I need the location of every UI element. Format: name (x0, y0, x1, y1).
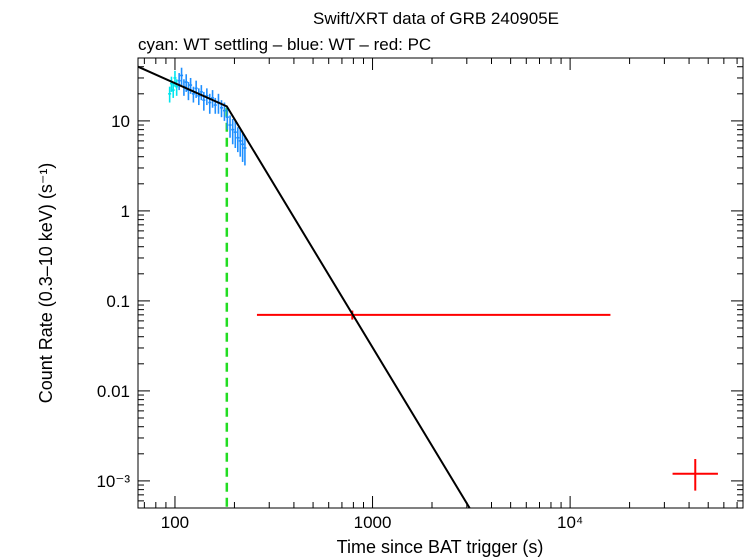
y-tick-label: 10⁻³ (96, 472, 130, 491)
y-tick-label: 0.01 (97, 382, 130, 401)
plot-frame (137, 57, 744, 509)
y-tick-label: 10 (111, 112, 130, 131)
x-tick-label: 100 (161, 513, 189, 532)
y-tick-label: 1 (121, 202, 130, 221)
axis-ticks (138, 57, 743, 509)
chart-subtitle: cyan: WT settling – blue: WT – red: PC (138, 35, 431, 54)
chart-title: Swift/XRT data of GRB 240905E (313, 9, 559, 28)
x-axis-label: Time since BAT trigger (s) (337, 537, 544, 557)
tick-labels: 100 1000 10⁴ 10⁻³ 0.01 0.1 1 10 (96, 112, 583, 532)
x-tick-label: 10⁴ (557, 513, 583, 532)
model-curve (137, 65, 471, 509)
y-tick-label: 0.1 (106, 292, 130, 311)
y-axis-label: Count Rate (0.3–10 keV) (s⁻¹) (36, 163, 56, 404)
chart-marks (137, 65, 718, 509)
x-tick-label: 1000 (354, 513, 392, 532)
